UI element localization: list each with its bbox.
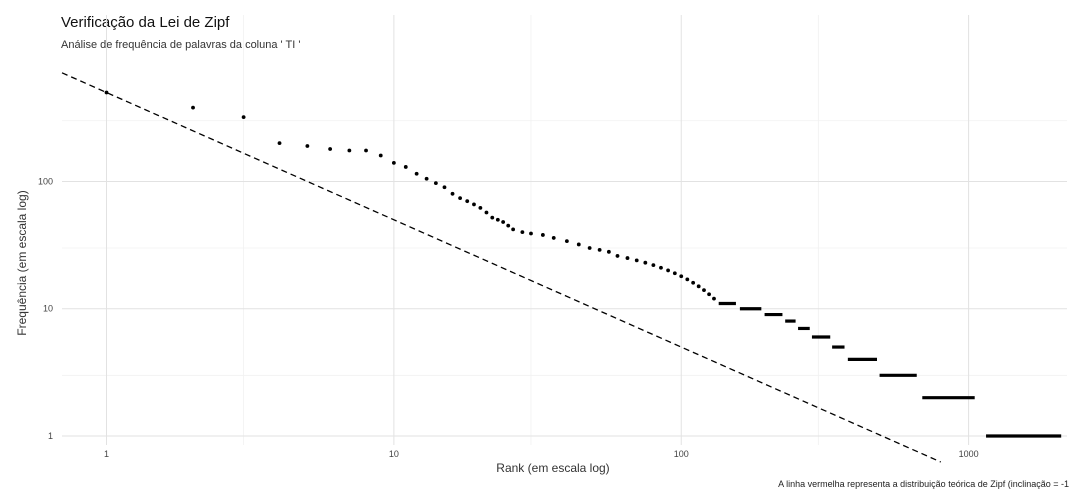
data-point: [597, 247, 602, 252]
data-point: [450, 191, 455, 196]
x-tick-label: 10: [389, 449, 399, 459]
grid-lines: [62, 15, 1067, 445]
x-axis-ticks: 1 10 100 1000: [104, 449, 979, 459]
data-point: [529, 231, 533, 236]
data-point: [506, 223, 511, 228]
data-point: [679, 274, 684, 279]
data-point: [691, 280, 696, 285]
data-point: [634, 258, 639, 263]
data-point: [615, 254, 620, 258]
data-points: [104, 90, 1062, 438]
data-point: [576, 242, 581, 247]
y-tick-label: 10: [43, 304, 53, 314]
data-point: [364, 148, 368, 153]
data-point: [520, 230, 525, 235]
y-axis-ticks: 1 10 100: [38, 176, 53, 441]
data-point: [484, 210, 489, 215]
data-point: [702, 288, 706, 293]
data-point: [696, 284, 701, 289]
data-point: [442, 185, 447, 190]
data-point: [540, 233, 545, 237]
data-point: [305, 144, 310, 148]
data-point: [424, 176, 429, 181]
data-point: [666, 268, 670, 273]
data-point: [403, 165, 408, 169]
data-point: [414, 171, 419, 176]
zipf-reference-line: [61, 72, 942, 463]
data-point: [651, 263, 656, 268]
data-point: [511, 227, 516, 232]
data-point: [551, 236, 556, 240]
data-point: [433, 181, 438, 186]
data-point: [643, 260, 648, 265]
chart-caption: A linha vermelha representa a distribuiç…: [778, 479, 1069, 489]
data-point: [472, 202, 476, 207]
data-point: [104, 90, 109, 95]
x-tick-label: 1: [104, 449, 109, 459]
data-point: [458, 196, 462, 201]
zipf-reference-dashed-line: [61, 72, 942, 463]
data-point: [478, 205, 483, 210]
data-point: [241, 115, 246, 120]
data-point: [391, 160, 396, 165]
data-point: [490, 215, 495, 220]
data-point: [501, 220, 506, 224]
data-point: [659, 265, 663, 270]
y-axis-label: Frequência (em escala log): [15, 190, 29, 335]
y-tick-label: 1: [48, 431, 53, 441]
data-point: [712, 296, 716, 301]
data-point: [378, 153, 383, 158]
data-point: [587, 246, 592, 250]
data-point: [672, 271, 677, 276]
data-point: [191, 105, 195, 110]
data-point: [328, 147, 333, 151]
x-axis-label: Rank (em escala log): [496, 461, 609, 475]
data-point: [495, 217, 500, 222]
data-point: [465, 199, 470, 204]
data-point: [347, 148, 352, 153]
y-tick-label: 100: [38, 176, 53, 186]
chart-title: Verificação da Lei de Zipf: [61, 14, 230, 31]
data-point: [685, 277, 690, 282]
x-tick-label: 100: [674, 449, 689, 459]
data-point: [707, 292, 711, 297]
data-point: [564, 239, 569, 243]
data-point: [606, 249, 611, 254]
data-point: [277, 141, 282, 146]
data-point: [625, 256, 630, 260]
x-tick-label: 1000: [959, 449, 979, 459]
chart-subtitle: Análise de frequência de palavras da col…: [61, 39, 301, 51]
